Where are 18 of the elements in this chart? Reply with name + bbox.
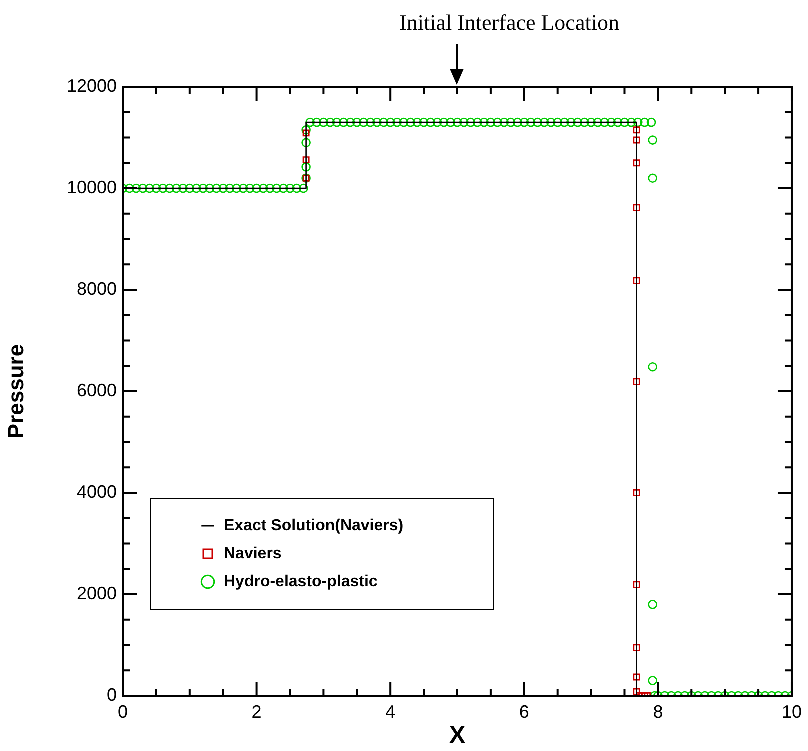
x-tick-label: 8: [653, 702, 664, 722]
x-tick-label: 6: [519, 702, 530, 722]
y-tick-label: 2000: [76, 583, 117, 604]
y-tick-label: 6000: [76, 380, 117, 400]
legend-label: Naviers: [224, 545, 282, 562]
x-tick-label: 2: [252, 702, 262, 722]
y-tick-label: 8000: [76, 278, 117, 299]
x-tick-label: 4: [386, 702, 396, 722]
x-tick-label: 10: [782, 702, 802, 722]
text: Initial Interface Location: [400, 10, 620, 35]
legend-label: Exact Solution(Naviers): [224, 517, 404, 534]
x-axis-title: X: [449, 722, 466, 750]
y-tick-label: 4000: [76, 482, 117, 502]
y-axis-title: Pressure: [3, 344, 28, 439]
y-tick-label: 0: [106, 684, 117, 705]
legend-label: Hydro-elasto-plastic: [224, 573, 378, 590]
y-tick-label: 12000: [66, 76, 117, 96]
y-tick-label: 10000: [66, 177, 117, 198]
